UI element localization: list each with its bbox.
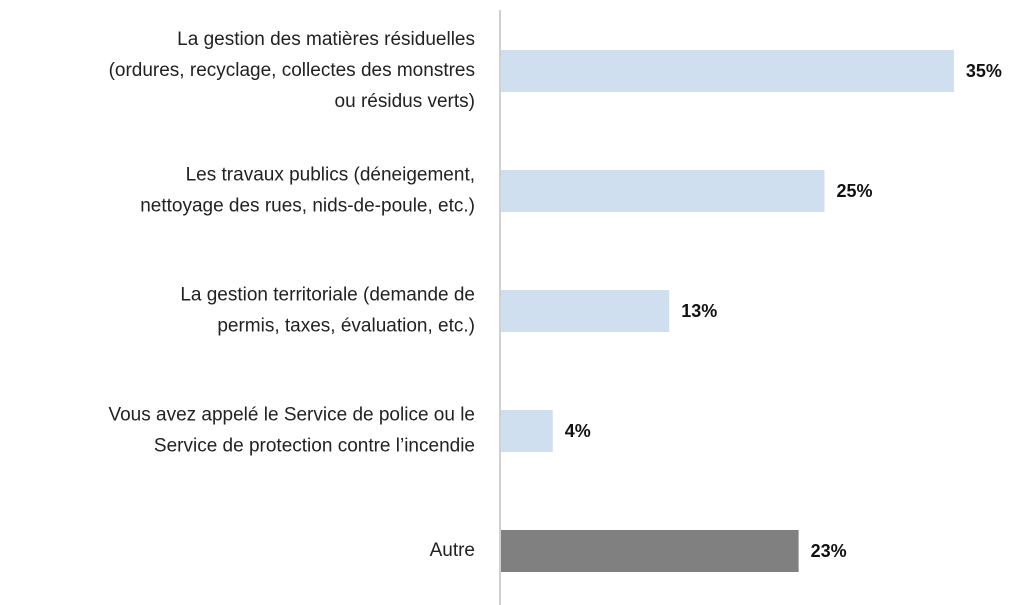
category-label: La gestion des matières résiduelles bbox=[177, 29, 475, 50]
value-label: 4% bbox=[565, 421, 591, 441]
bar bbox=[501, 290, 670, 332]
category-label: (ordures, recyclage, collectes des monst… bbox=[109, 60, 475, 81]
value-label: 13% bbox=[681, 301, 717, 321]
bar bbox=[501, 170, 825, 212]
category-label: Autre bbox=[430, 540, 475, 561]
category-label: Les travaux publics (déneigement, bbox=[186, 165, 475, 186]
category-label: Vous avez appelé le Service de police ou… bbox=[108, 405, 475, 426]
category-label: Service de protection contre l’incendie bbox=[154, 436, 475, 457]
category-label: nettoyage des rues, nids-de-poule, etc.) bbox=[140, 196, 475, 217]
value-label: 23% bbox=[811, 541, 847, 561]
bar bbox=[501, 50, 954, 92]
category-label: permis, taxes, évaluation, etc.) bbox=[217, 316, 475, 337]
value-label: 35% bbox=[966, 61, 1002, 81]
category-label: La gestion territoriale (demande de bbox=[180, 285, 475, 306]
bar bbox=[501, 410, 553, 452]
bar bbox=[501, 530, 799, 572]
value-label: 25% bbox=[837, 181, 873, 201]
category-label: ou résidus verts) bbox=[335, 91, 475, 112]
